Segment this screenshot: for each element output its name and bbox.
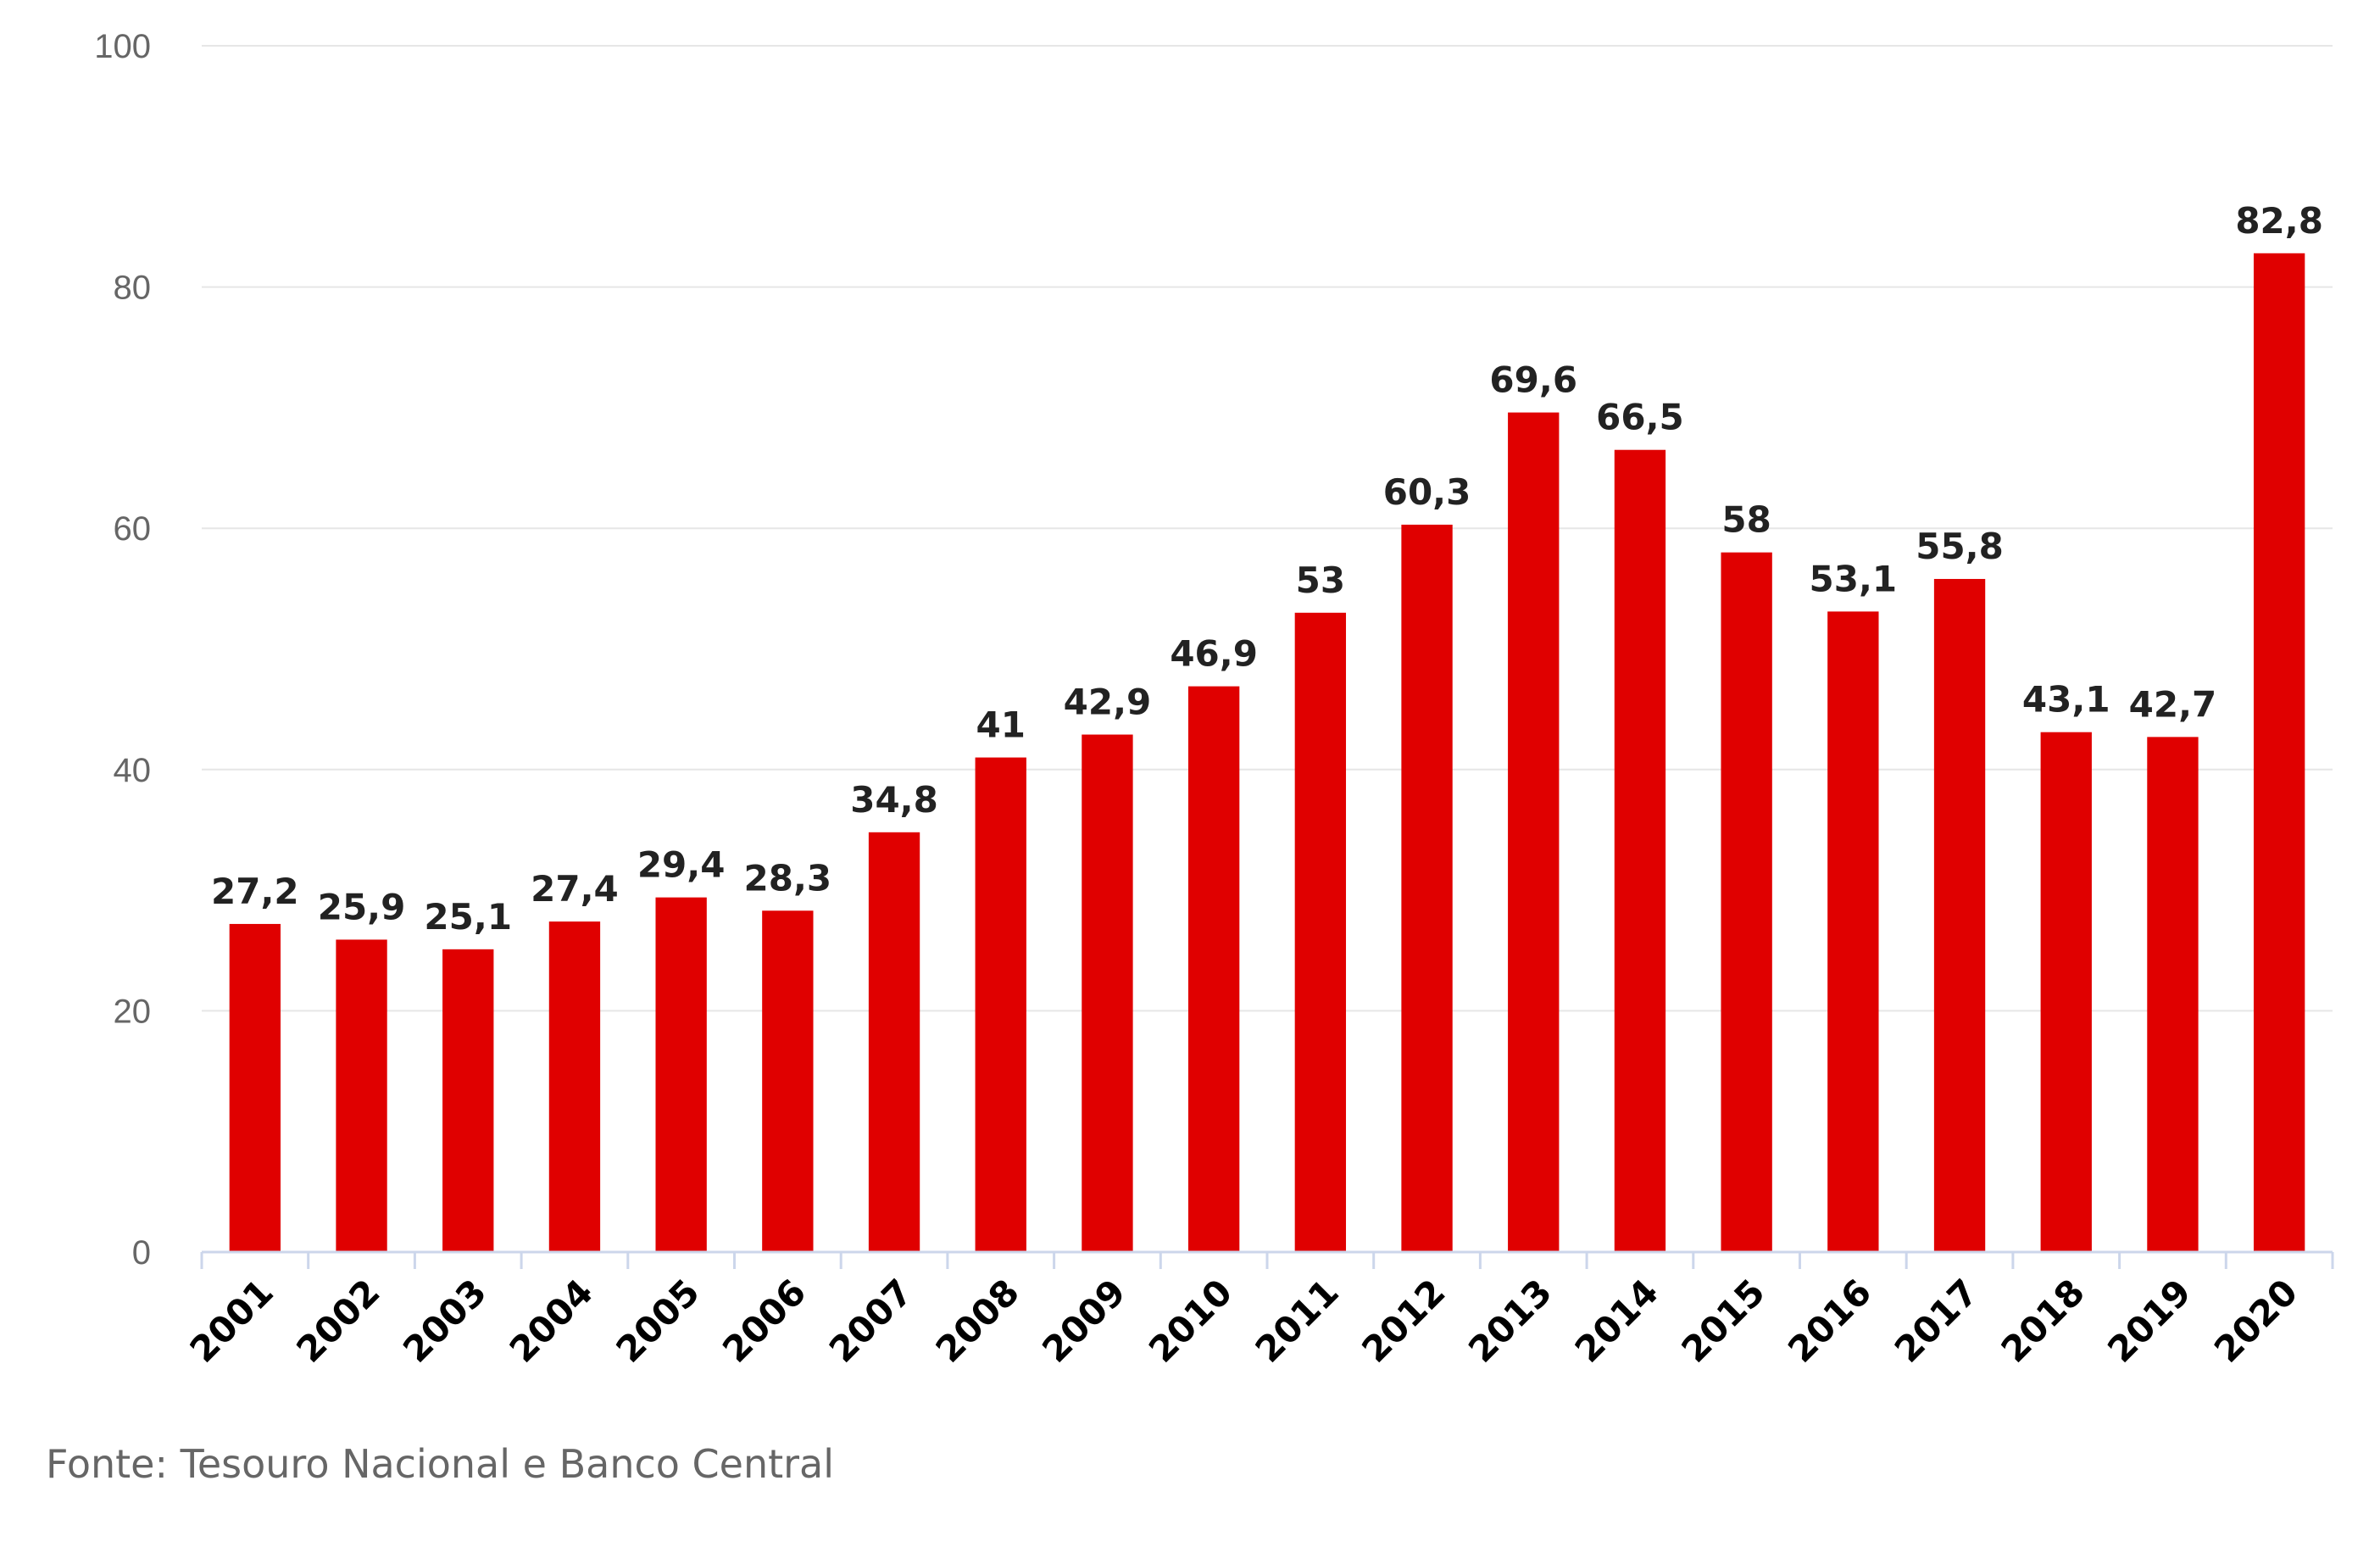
y-tick-label: 40 [114,752,152,789]
data-label: 42,9 [1064,682,1152,723]
data-label: 41 [976,704,1026,746]
data-label: 27,2 [211,871,299,912]
bar [1827,611,1879,1252]
x-tick-label: 2014 [1567,1271,1666,1370]
x-tick-label: 2020 [2206,1271,2305,1370]
bar [1187,686,1240,1252]
x-tick-label: 2004 [502,1271,601,1370]
y-tick-label: 20 [114,993,152,1030]
bar [655,897,707,1252]
data-label: 55,8 [1916,526,2004,567]
bar [1294,612,1347,1252]
data-label: 43,1 [2022,679,2110,721]
data-label: 25,1 [424,896,512,938]
x-tick-label: 2019 [2099,1271,2199,1370]
data-label: 46,9 [1170,633,1258,675]
x-tick-label: 2013 [1460,1271,1560,1370]
x-axis: 2001 2002 2003 2004 2005 2006 2007 2008 2009 2010… [182,1250,2334,1371]
bar [2253,253,2305,1253]
x-tick-label: 2005 [608,1271,707,1370]
x-tick-label: 2011 [1248,1271,1347,1370]
x-tick-label: 2007 [821,1271,920,1370]
x-tick-label: 2012 [1354,1271,1453,1370]
data-label: 58 [1721,499,1771,541]
bar [1614,449,1666,1252]
data-label: 42,7 [2129,683,2217,725]
x-tick-label: 2009 [1034,1271,1133,1370]
bar [762,910,814,1252]
x-tick-label: 2016 [1780,1271,1879,1370]
gridlines [202,45,2333,1012]
x-tick-label: 2002 [288,1271,387,1370]
data-label: 25,9 [318,886,406,927]
data-labels: 27,2 25,9 25,1 27,4 29,4 28,3 34,8 41 42,9 46,9 53… [211,200,2323,938]
y-tick-label: 0 [132,1234,151,1272]
data-label: 53 [1296,559,1345,601]
data-label: 27,4 [531,868,619,910]
x-tick-label: 2010 [1141,1271,1240,1370]
bar [336,939,387,1252]
bar [548,921,601,1252]
bar [229,923,281,1252]
data-label: 69,6 [1489,359,1577,401]
data-label: 34,8 [850,779,938,821]
y-tick-label: 60 [114,510,152,548]
source-note: Fonte: Tesouro Nacional e Banco Central [46,1441,835,1487]
y-axis-ticks: 0 20 40 60 80 100 [94,28,151,1272]
data-label: 28,3 [744,857,832,899]
data-label: 60,3 [1383,471,1471,513]
x-tick-label: 2017 [1887,1271,1986,1370]
bar [1933,578,1986,1252]
bar [1721,552,1772,1252]
data-label: 29,4 [637,844,726,886]
bars [229,253,2305,1253]
x-tick-label: 2003 [395,1271,494,1370]
data-label: 66,5 [1596,397,1684,438]
x-tick-label: 2008 [928,1271,1027,1370]
x-tick-label: 2018 [1994,1271,2093,1370]
bar [442,949,494,1252]
data-label: 82,8 [2235,200,2323,242]
y-tick-label: 100 [94,28,151,65]
bar [1082,734,1133,1252]
bar [1401,524,1453,1252]
bar [1508,412,1560,1252]
bar [2147,737,2199,1252]
x-tick-label: 2001 [182,1271,281,1370]
x-tick-label: 2006 [715,1271,814,1370]
bar [2040,732,2092,1252]
bar [975,757,1026,1252]
data-label: 53,1 [1810,558,1898,599]
y-tick-label: 80 [114,270,152,307]
x-tick-label: 2015 [1673,1271,1772,1370]
bar [868,832,920,1252]
